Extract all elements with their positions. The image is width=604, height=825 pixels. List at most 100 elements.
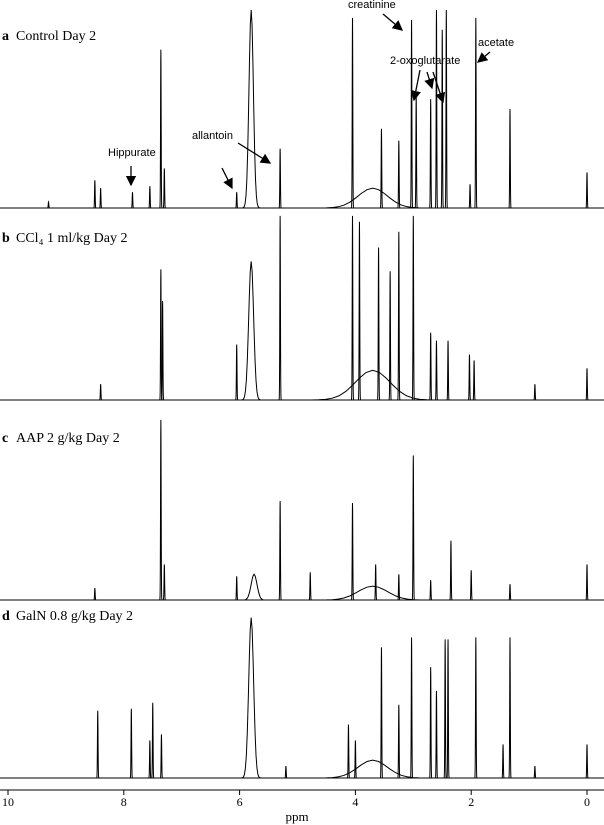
peak [285,585,460,601]
peak [467,354,472,401]
peak [308,572,312,601]
peak [446,340,450,401]
peak [388,271,392,401]
peak [236,261,266,401]
peak [46,200,51,209]
peak [236,617,266,779]
peak [238,9,265,209]
peak [162,168,167,209]
peak [414,95,418,209]
peak [284,766,288,779]
peak [93,180,97,209]
peak [409,637,414,779]
peak [278,148,282,209]
peak [428,667,433,779]
peak [350,215,355,401]
peak [376,247,381,401]
peak [428,332,433,401]
peak [285,187,460,209]
annotation: creatinine [348,0,396,11]
peak [449,540,453,601]
peak [446,639,450,779]
annotation: 2-oxoglutarate [390,55,460,67]
peak [585,368,589,401]
peak [234,192,239,209]
peak [98,384,103,401]
peak [379,128,384,209]
peak [434,690,439,779]
arrow [477,51,491,63]
x-tick-label: 6 [237,795,243,809]
annotation: allantoin [192,130,233,142]
peak [373,564,378,601]
peak [159,734,164,779]
x-tick-label: 4 [352,795,358,809]
panel-label: a [2,29,9,44]
panel-label: d [2,609,10,624]
peak [434,9,439,209]
arrow [237,142,272,164]
peak [428,580,433,601]
peak [159,49,163,209]
annotations: Hippurate allantoin creatinine 2-oxoglut… [108,0,514,190]
peak [397,704,401,779]
peak [409,19,414,209]
panel-title: AAP 2 g/kg Day 2 [16,431,120,446]
peak [508,108,512,209]
peak [93,588,97,601]
peak [411,455,416,601]
peak [96,710,100,779]
peak [346,724,351,779]
peak [151,702,155,779]
peak [508,637,512,779]
x-tick-label: 10 [2,795,14,809]
panel-label: b [2,231,10,246]
arrow [432,71,446,104]
arrow [424,71,435,90]
panel-title: CCl₄ 1 ml/kg Day 2 [16,231,127,246]
panel-title: Control Day 2 [16,29,96,44]
peak [533,384,537,401]
panel-label: c [2,431,8,446]
peak [444,9,449,209]
panel-title: GalN 0.8 g/kg Day 2 [16,609,133,624]
peak [234,576,239,601]
peak [585,744,589,779]
peak [379,647,384,779]
peak [234,344,239,401]
peak [508,584,512,601]
peak [428,99,433,209]
peak [98,188,103,209]
peak [443,639,447,779]
peak [353,740,358,779]
annotation: Hippurate [108,147,156,159]
annotation: acetate [478,37,514,49]
peak [474,637,478,779]
peak [533,766,537,779]
peak [148,740,152,779]
arrow [410,69,421,102]
peak [501,744,505,779]
peak [236,573,272,601]
x-tick-label: 2 [468,795,474,809]
peak [397,140,401,209]
peak [472,360,476,401]
peak [411,215,416,401]
peak [159,419,163,601]
arrow [382,13,403,31]
x-axis-label: ppm [285,809,308,824]
peak [474,17,478,209]
x-tick-label: 8 [121,795,127,809]
peak [350,17,355,209]
peak [148,186,152,209]
peak [129,708,134,779]
peak [585,172,589,209]
peak [397,574,401,601]
peak [278,215,282,401]
x-tick-label: 0 [584,795,590,809]
peak [271,369,475,401]
peak [350,502,355,601]
peak [278,500,282,601]
peak [585,564,589,601]
